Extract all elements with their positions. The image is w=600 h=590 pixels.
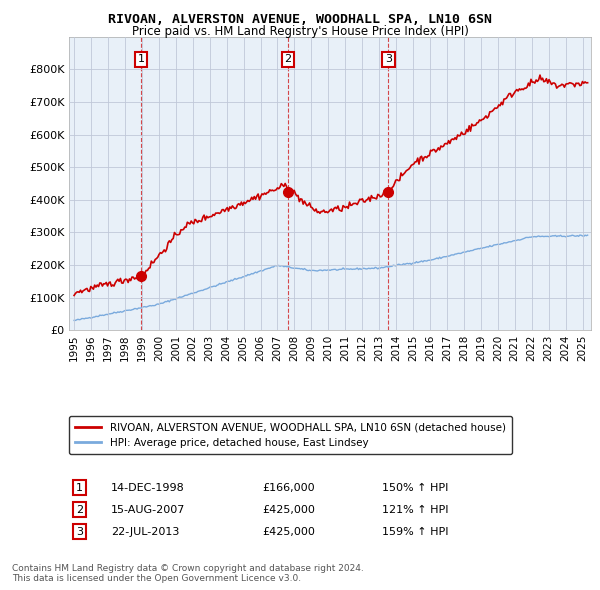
Text: £425,000: £425,000: [262, 504, 315, 514]
Text: 121% ↑ HPI: 121% ↑ HPI: [382, 504, 449, 514]
Text: 159% ↑ HPI: 159% ↑ HPI: [382, 527, 449, 537]
Text: Contains HM Land Registry data © Crown copyright and database right 2024.
This d: Contains HM Land Registry data © Crown c…: [12, 563, 364, 583]
Text: 2: 2: [76, 504, 83, 514]
Text: 14-DEC-1998: 14-DEC-1998: [111, 483, 185, 493]
Text: 3: 3: [76, 527, 83, 537]
Text: 1: 1: [76, 483, 83, 493]
Text: RIVOAN, ALVERSTON AVENUE, WOODHALL SPA, LN10 6SN: RIVOAN, ALVERSTON AVENUE, WOODHALL SPA, …: [108, 13, 492, 26]
Legend: RIVOAN, ALVERSTON AVENUE, WOODHALL SPA, LN10 6SN (detached house), HPI: Average : RIVOAN, ALVERSTON AVENUE, WOODHALL SPA, …: [69, 416, 512, 454]
Text: 150% ↑ HPI: 150% ↑ HPI: [382, 483, 449, 493]
Text: 3: 3: [385, 54, 392, 64]
Text: 2: 2: [284, 54, 292, 64]
Text: 15-AUG-2007: 15-AUG-2007: [111, 504, 185, 514]
Text: 1: 1: [137, 54, 145, 64]
Text: £166,000: £166,000: [262, 483, 315, 493]
Text: £425,000: £425,000: [262, 527, 315, 537]
Text: 22-JUL-2013: 22-JUL-2013: [111, 527, 179, 537]
Text: Price paid vs. HM Land Registry's House Price Index (HPI): Price paid vs. HM Land Registry's House …: [131, 25, 469, 38]
